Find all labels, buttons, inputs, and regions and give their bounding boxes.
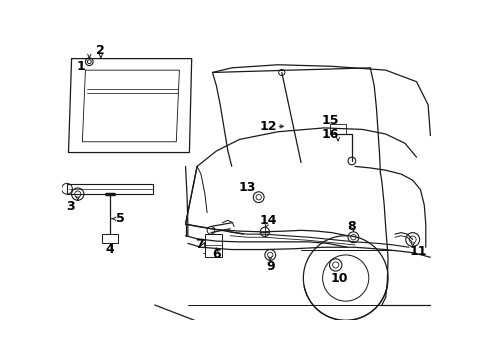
Text: 2: 2 [96,44,105,57]
Text: 16: 16 [321,127,338,140]
Text: 7: 7 [195,238,203,251]
Bar [67,184,153,194]
Text: 11: 11 [408,244,426,258]
Text: 10: 10 [330,271,347,284]
Text: 3: 3 [65,200,74,213]
Text: 9: 9 [265,260,274,273]
Text: 6: 6 [212,248,220,261]
Text: 4: 4 [105,243,114,256]
Text: 1: 1 [76,60,85,73]
Bar [204,234,221,257]
Text: 12: 12 [260,120,277,133]
Text: 13: 13 [238,181,255,194]
Text: 8: 8 [346,220,355,233]
Text: 14: 14 [260,214,277,227]
Text: 5: 5 [116,212,125,225]
Text: 15: 15 [321,114,338,127]
Bar [102,234,118,243]
